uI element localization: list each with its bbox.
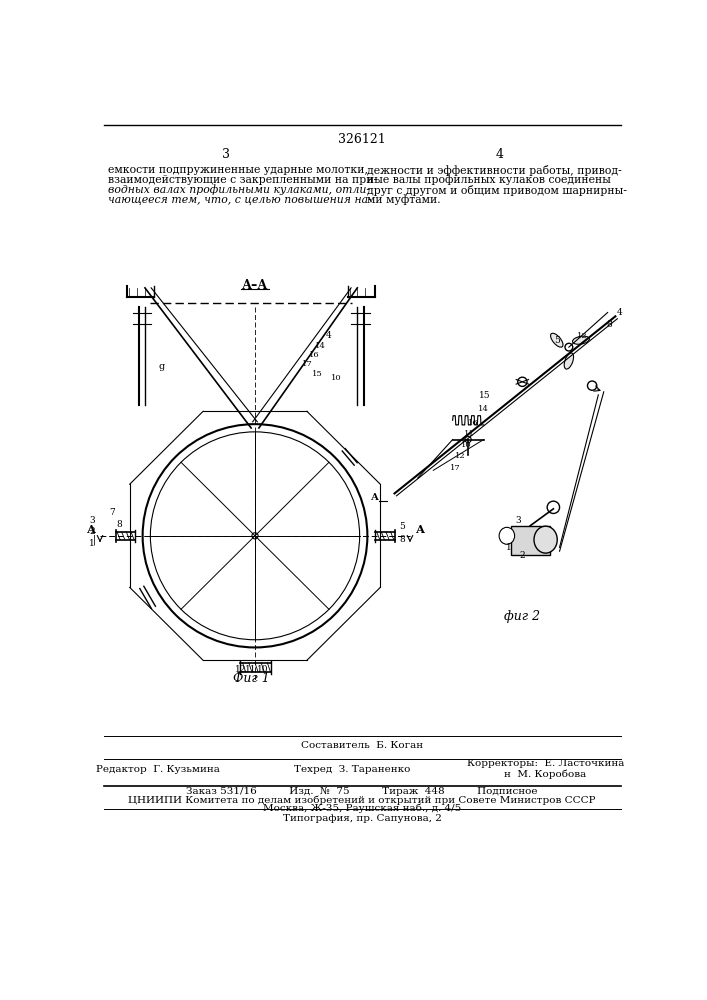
Text: 4: 4 [495,148,503,161]
Circle shape [565,343,573,351]
Text: 2: 2 [90,527,95,536]
Text: 17: 17 [450,464,460,472]
Text: Техред  З. Тараненко: Техред З. Тараненко [293,765,410,774]
Text: 4: 4 [326,331,332,340]
Circle shape [518,377,527,386]
Text: 10: 10 [257,665,269,674]
Text: чающееся тем, что, с целью повышения на-: чающееся тем, что, с целью повышения на- [107,195,371,205]
Text: н  М. Коробова: н М. Коробова [505,770,587,779]
Text: 5: 5 [399,522,405,531]
Text: Типография, пр. Сапунова, 2: Типография, пр. Сапунова, 2 [283,814,441,823]
Text: 12: 12 [577,332,588,340]
Text: друг с другом и общим приводом шарнирны-: друг с другом и общим приводом шарнирны- [368,185,627,196]
Text: Редактор  Г. Кузьмина: Редактор Г. Кузьмина [96,765,220,774]
Ellipse shape [573,336,590,344]
Text: А–А: А–А [242,279,268,292]
Text: |: | [93,534,96,545]
Ellipse shape [564,353,573,369]
Text: Корректоры:  Е. Ласточкина: Корректоры: Е. Ласточкина [467,759,624,768]
Circle shape [252,533,258,539]
Text: 326121: 326121 [338,133,386,146]
Text: g: g [158,362,164,371]
Ellipse shape [551,333,563,347]
Bar [510,526,549,555]
Text: 3: 3 [221,148,230,161]
Text: 7: 7 [109,508,115,517]
Text: 12: 12 [235,665,247,674]
Circle shape [465,436,472,443]
Text: Фиг 1: Фиг 1 [233,672,269,685]
Circle shape [547,501,559,513]
Text: 14: 14 [315,342,327,350]
Text: водных валах профильными кулаками, отли-: водных валах профильными кулаками, отли- [107,185,370,195]
Ellipse shape [499,527,515,544]
Text: А: А [416,524,425,535]
Text: ные валы профильных кулаков соединены: ные валы профильных кулаков соединены [368,175,612,185]
Ellipse shape [534,526,557,553]
Text: 15: 15 [479,391,491,400]
Text: 15: 15 [312,370,322,378]
Text: 5: 5 [554,336,560,345]
Text: емкости подпружиненные ударные молотки,: емкости подпружиненные ударные молотки, [107,165,368,175]
Text: 2: 2 [520,551,525,560]
Text: ЦНИИПИ Комитета по делам изобретений и открытий при Совете Министров СССР: ЦНИИПИ Комитета по делам изобретений и о… [128,796,596,805]
Text: 17: 17 [303,360,313,368]
Text: Составитель  Б. Коган: Составитель Б. Коган [301,741,423,750]
Text: 10: 10 [331,374,341,382]
Text: 11: 11 [245,665,257,674]
Text: 8: 8 [399,535,405,544]
Text: 1: 1 [89,539,95,548]
Text: 16: 16 [468,419,479,427]
Text: А: А [371,493,379,502]
Text: 16: 16 [310,351,320,359]
Text: 12: 12 [455,452,466,460]
Text: Москва, Ж-35, Раушская наб., д. 4/5: Москва, Ж-35, Раушская наб., д. 4/5 [263,804,461,813]
Text: 10: 10 [460,441,471,449]
Text: Заказ 531/16          Изд.  №  75          Тираж  448          Подписное: Заказ 531/16 Изд. № 75 Тираж 448 Подписн… [186,787,538,796]
Text: 3: 3 [90,516,95,525]
Text: ми муфтами.: ми муфтами. [368,195,441,205]
Text: А: А [87,524,96,535]
Text: 14: 14 [478,405,489,413]
Text: дежности и эффективности работы, привод-: дежности и эффективности работы, привод- [368,165,622,176]
Text: 3: 3 [515,516,520,525]
Circle shape [588,381,597,390]
Text: взаимодействующие с закрепленными на при-: взаимодействующие с закрепленными на при… [107,175,377,185]
Text: 11: 11 [464,430,475,438]
Text: фиг 2: фиг 2 [504,610,540,623]
Text: 1: 1 [506,543,511,552]
Text: 8: 8 [117,520,122,529]
Text: 8: 8 [607,320,612,329]
Text: 4: 4 [617,308,622,317]
